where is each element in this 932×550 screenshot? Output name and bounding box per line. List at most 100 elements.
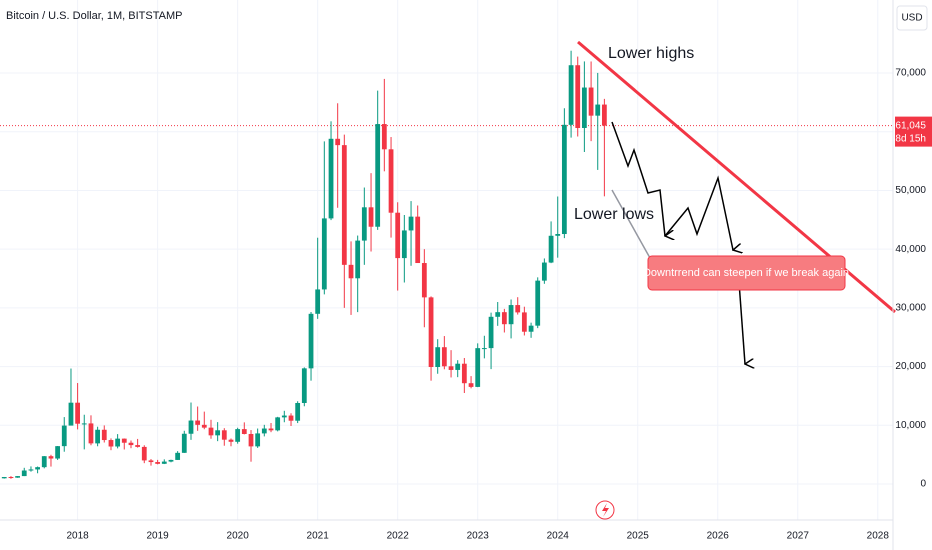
- candle-body: [468, 383, 474, 387]
- y-tick-label: 10,000: [895, 420, 926, 431]
- candle-body: [395, 212, 401, 259]
- candle-body: [601, 104, 607, 126]
- candle-body: [175, 452, 181, 460]
- candle-body: [415, 216, 421, 264]
- last-price-label: 61,045: [895, 120, 926, 131]
- path-arrow: [611, 121, 665, 236]
- x-tick-label: 2025: [627, 531, 650, 542]
- candle-body: [561, 124, 567, 235]
- candle-body: [528, 325, 534, 332]
- candle-body: [548, 235, 554, 263]
- candle-body: [461, 363, 467, 384]
- x-tick-label: 2021: [307, 531, 330, 542]
- candle-body: [235, 429, 241, 442]
- candle-body: [141, 446, 147, 461]
- candle-body: [168, 459, 174, 462]
- annotation: Lower highs: [608, 45, 694, 62]
- x-tick-label: 2019: [147, 531, 170, 542]
- candle-body: [215, 430, 221, 436]
- chart-title[interactable]: Bitcoin / U.S. Dollar, 1M, BITSTAMP: [6, 10, 182, 22]
- candle-body: [535, 280, 541, 326]
- candle-body: [201, 424, 207, 428]
- candle-body: [588, 87, 594, 116]
- candle-body: [575, 65, 581, 128]
- candle-body: [61, 425, 67, 447]
- path-arrow: [738, 281, 745, 364]
- candle-body: [268, 428, 274, 431]
- candle-body: [75, 402, 81, 424]
- candle-body: [341, 145, 347, 265]
- x-tick-label: 2024: [547, 531, 570, 542]
- candle-body: [488, 316, 494, 349]
- candle-body: [328, 138, 334, 219]
- candle-body: [495, 312, 501, 317]
- candle-body: [381, 124, 387, 150]
- candle-body: [521, 312, 527, 332]
- candle-body: [541, 262, 547, 281]
- x-tick-label: 2027: [787, 531, 810, 542]
- annotation: Lower lows: [574, 206, 654, 223]
- candle-body: [281, 415, 287, 418]
- candle-body: [15, 476, 20, 478]
- x-tick-label: 2022: [387, 531, 410, 542]
- candle-body: [128, 442, 134, 446]
- candle-body: [208, 427, 214, 436]
- candle-body: [421, 263, 427, 298]
- x-tick-label: 2026: [707, 531, 730, 542]
- candle-body: [555, 234, 561, 236]
- candle-body: [315, 289, 321, 314]
- candle-body: [435, 347, 441, 368]
- candle-body: [8, 477, 14, 479]
- candle-body: [508, 305, 514, 325]
- x-tick-label: 2028: [867, 531, 890, 542]
- candle-body: [335, 138, 341, 146]
- x-tick-label: 2018: [66, 531, 89, 542]
- candle-body: [241, 429, 247, 434]
- candle-body: [108, 440, 114, 447]
- candle-body: [48, 456, 54, 459]
- path-arrow: [664, 175, 733, 250]
- candle-body: [115, 438, 121, 447]
- annotation: Downtrrend can steepen if we break again: [643, 267, 849, 279]
- last-price-box: [895, 116, 932, 147]
- currency-button[interactable]: [896, 5, 928, 31]
- candle-body: [1, 477, 7, 479]
- candle-body: [301, 368, 307, 403]
- candle-body: [321, 218, 327, 290]
- x-tick-label: 2020: [227, 531, 250, 542]
- candle-body: [248, 433, 254, 447]
- candles: [1, 50, 607, 479]
- callout-box: [647, 255, 846, 291]
- candle-body: [101, 429, 107, 441]
- candle-body: [515, 305, 521, 313]
- candle-body: [161, 461, 167, 464]
- candle-body: [195, 420, 201, 425]
- y-tick-label: 30,000: [895, 303, 926, 314]
- candle-body: [441, 347, 447, 367]
- event-icon-bolt: [602, 503, 609, 517]
- candle-body: [28, 469, 34, 471]
- candle-body: [448, 366, 454, 370]
- candle-body: [348, 264, 354, 279]
- x-tick-label: 2023: [467, 531, 490, 542]
- candle-body: [428, 297, 434, 368]
- candle-body: [68, 402, 74, 426]
- candle-body: [481, 348, 487, 350]
- candle-body: [221, 430, 227, 440]
- candle-body: [355, 240, 361, 279]
- candle-body: [475, 348, 481, 387]
- candle-body: [95, 429, 101, 444]
- y-tick-label: 20,000: [895, 361, 926, 372]
- candle-body: [401, 230, 407, 259]
- candle-body: [188, 420, 194, 434]
- countdown: 8d 15h: [895, 133, 926, 144]
- candle-body: [155, 462, 161, 464]
- candle-body: [375, 124, 381, 227]
- candle-body: [55, 446, 61, 459]
- candle-body: [308, 313, 314, 369]
- candle-body: [21, 470, 27, 477]
- candle-body: [368, 207, 374, 227]
- y-tick-label: 50,000: [895, 185, 926, 196]
- currency[interactable]: USD: [901, 13, 922, 24]
- candle-body: [181, 433, 187, 453]
